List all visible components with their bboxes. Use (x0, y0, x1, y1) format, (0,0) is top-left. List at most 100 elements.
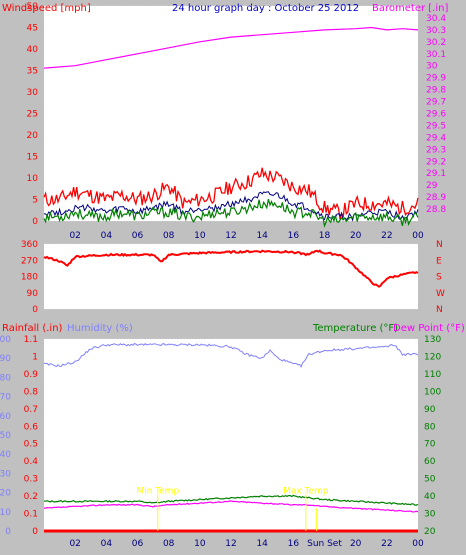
windspeed-tick-7: 35 (27, 67, 38, 77)
temperature-tick-4: 60 (424, 457, 436, 467)
temperature-tick-11: 130 (424, 335, 441, 345)
p1-xtick-11: 00 (412, 231, 424, 241)
p1-xtick-8: 18 (319, 231, 331, 241)
humidity-tick-5: 50 (0, 431, 11, 441)
dewpoint-line (44, 500, 419, 513)
dewpoint-axis-label: Dew Point (°F) (393, 323, 465, 334)
rainfall-tick-6: 0.6 (24, 422, 39, 432)
windspeed-tick-6: 30 (27, 88, 39, 98)
panel1-title: 24 hour graph day : October 25 2012 (172, 3, 359, 14)
humidity-axis-label: Humidity (%) (67, 323, 133, 334)
p1-xtick-3: 08 (163, 231, 175, 241)
rainfall-tick-5: 0.5 (24, 440, 38, 450)
barometer-tick-2: 29 (426, 181, 438, 191)
rainfall-tick-2: 0.2 (24, 492, 38, 502)
compass-label-0: N (436, 305, 443, 315)
p3-xtick-0: 02 (69, 539, 80, 549)
rainfall-tick-3: 0.3 (24, 475, 38, 485)
barometer-tick-10: 29.8 (426, 86, 446, 96)
barometer-tick-4: 29.2 (426, 157, 446, 167)
barometer-tick-8: 29.6 (426, 110, 446, 120)
windspeed-gust-line (43, 167, 419, 220)
rainfall-tick-9: 0.9 (24, 370, 39, 380)
temperature-tick-6: 80 (424, 422, 436, 432)
temperature-tick-7: 90 (424, 405, 436, 415)
barometer-tick-11: 29.9 (426, 74, 446, 84)
windspeed-tick-2: 10 (27, 174, 39, 184)
barometer-tick-5: 29.3 (426, 145, 446, 155)
direction-tick-2: 180 (21, 273, 38, 283)
p3-xtick-2: 06 (132, 539, 144, 549)
windspeed-tick-1: 5 (32, 196, 38, 206)
barometer-line (43, 26, 419, 69)
temperature-line (43, 494, 419, 506)
humidity-tick-10: 100 (0, 335, 11, 345)
humidity-tick-0: 0 (5, 527, 11, 537)
compass-label-1: W (436, 289, 445, 299)
compass-label-3: E (436, 256, 442, 266)
barometer-axis-label: Barometer [.in] (372, 3, 448, 14)
windspeed-tick-9: 45 (27, 24, 38, 34)
p1-xtick-0: 02 (69, 231, 80, 241)
barometer-tick-0: 28.8 (426, 205, 446, 215)
p1-xtick-4: 10 (194, 231, 206, 241)
windspeed-tick-10: 50 (27, 2, 39, 12)
barometer-tick-3: 29.1 (426, 169, 446, 179)
direction-tick-4: 360 (21, 240, 38, 250)
humidity-tick-4: 40 (0, 450, 11, 460)
barometer-tick-9: 29.7 (426, 98, 446, 108)
humidity-tick-6: 60 (0, 412, 11, 422)
barometer-tick-6: 29.4 (426, 133, 446, 143)
barometer-tick-16: 30.4 (426, 14, 446, 24)
p3-xtick-10: 22 (381, 539, 392, 549)
p3-xtick-4: 10 (194, 539, 206, 549)
temperature-tick-2: 40 (424, 492, 436, 502)
barometer-tick-12: 30 (426, 62, 438, 72)
temperature-tick-1: 30 (424, 510, 436, 520)
rainfall-tick-4: 0.4 (24, 457, 39, 467)
barometer-tick-1: 28.9 (426, 193, 446, 203)
barometer-tick-14: 30.2 (426, 38, 446, 48)
temperature-tick-10: 120 (424, 352, 441, 362)
windspeed-line (43, 198, 419, 228)
temperature-tick-3: 50 (424, 475, 436, 485)
p3-xtick-11: 00 (412, 539, 424, 549)
barometer-tick-13: 30.1 (426, 50, 446, 60)
humidity-tick-3: 30 (0, 469, 11, 479)
p1-xtick-9: 20 (350, 231, 362, 241)
barometer-tick-15: 30.3 (426, 26, 446, 36)
event-label-0: Min Temp (136, 486, 179, 496)
compass-label-2: S (436, 273, 442, 283)
temperature-tick-8: 100 (424, 387, 441, 397)
windspeed-tick-3: 15 (27, 153, 38, 163)
direction-tick-3: 270 (21, 256, 38, 266)
p1-xtick-10: 22 (381, 231, 392, 241)
p3-xtick-3: 08 (163, 539, 175, 549)
temperature-tick-0: 20 (424, 527, 436, 537)
humidity-line (43, 343, 419, 369)
p1-xtick-5: 12 (225, 231, 236, 241)
rainfall-tick-7: 0.7 (24, 405, 38, 415)
humidity-tick-9: 90 (0, 354, 11, 364)
rainfall-tick-1: 0.1 (24, 510, 38, 520)
temperature-axis-label: Temperature (°F) (312, 323, 398, 334)
p1-xtick-7: 16 (288, 231, 300, 241)
p1-xtick-2: 06 (132, 231, 144, 241)
humidity-tick-7: 70 (0, 393, 11, 403)
event-label-1: Max Temp (283, 486, 329, 496)
barometer-tick-7: 29.5 (426, 121, 446, 131)
rainfall-axis-label: Rainfall (.in) (2, 323, 63, 334)
p3-xtick-9: 20 (350, 539, 362, 549)
temperature-tick-5: 70 (424, 440, 436, 450)
windspeed-tick-4: 20 (27, 131, 39, 141)
rainfall-tick-8: 0.8 (24, 387, 39, 397)
rainfall-tick-10: 1 (32, 352, 38, 362)
windspeed-axis-label: Windspeed [mph] (2, 3, 91, 14)
p3-xtick-6: 14 (256, 539, 268, 549)
p3-xtick-5: 12 (225, 539, 236, 549)
humidity-tick-8: 80 (0, 373, 11, 383)
windspeed-tick-8: 40 (27, 45, 39, 55)
p3-xtick-8: Sun Set (307, 539, 342, 549)
